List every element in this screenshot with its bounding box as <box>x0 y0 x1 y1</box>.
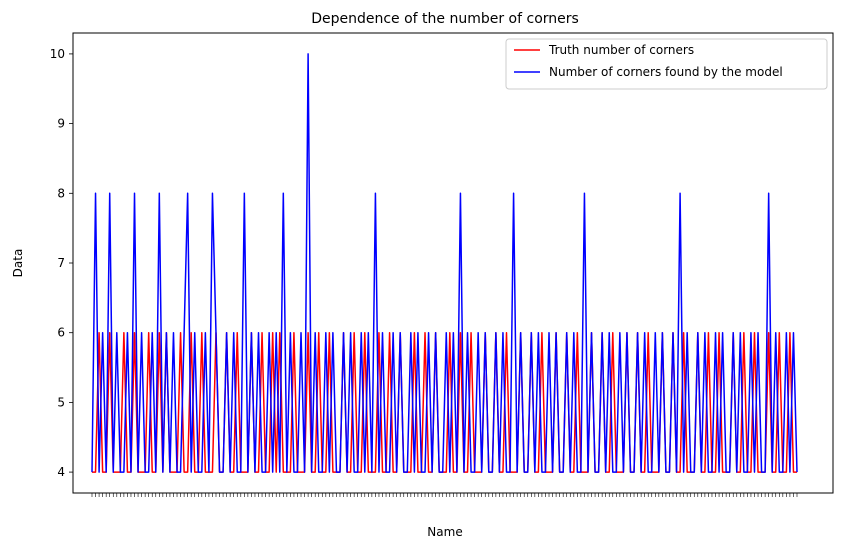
legend-box <box>505 38 828 90</box>
y-ticks: 4 5 6 7 8 9 10 <box>50 47 73 479</box>
y-tick-label: 10 <box>50 47 65 61</box>
series-layer <box>91 53 798 473</box>
y-tick-label: 6 <box>57 326 65 340</box>
y-tick-label: 8 <box>57 186 65 200</box>
y-tick-label: 4 <box>57 465 65 479</box>
legend-label-truth: Truth number of corners <box>548 43 694 57</box>
x-ticks <box>91 493 798 497</box>
y-axis-label: Data <box>11 249 25 278</box>
legend-label-model: Number of corners found by the model <box>549 65 783 79</box>
y-tick-label: 7 <box>57 256 65 270</box>
plot-frame <box>72 32 834 494</box>
x-axis-label: Name <box>427 525 462 539</box>
y-tick-label: 9 <box>57 117 65 131</box>
series-line-model <box>91 53 798 473</box>
chart-title: Dependence of the number of corners <box>311 11 579 27</box>
legend: Truth number of corners Number of corner… <box>505 38 828 90</box>
y-tick-label: 5 <box>57 395 65 409</box>
